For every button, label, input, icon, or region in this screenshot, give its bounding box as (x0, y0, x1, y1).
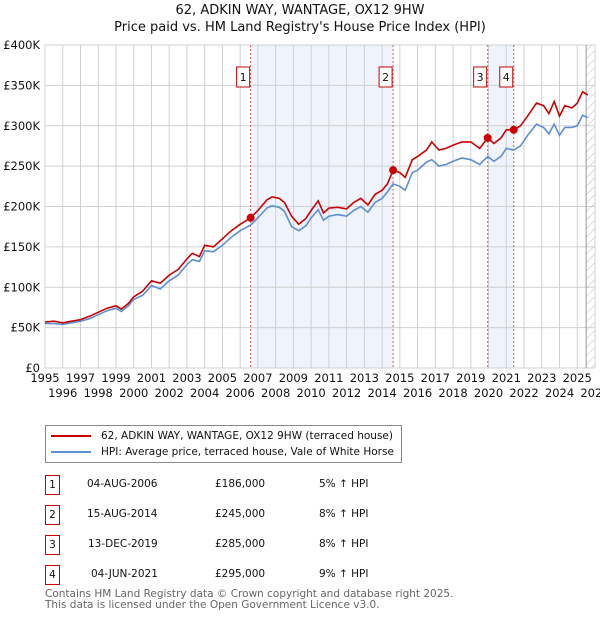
x-tick-label: 2014 (367, 386, 396, 400)
footer: Contains HM Land Registry data © Crown c… (45, 589, 453, 611)
sale-point (509, 125, 518, 134)
x-tick-label: 2017 (421, 371, 450, 385)
sale-label-box (473, 66, 488, 88)
x-tick-label: 2015 (385, 371, 414, 385)
sale-label-box (236, 66, 251, 88)
transaction-price: £285,000 (215, 538, 266, 550)
x-tick-label: 1996 (48, 386, 77, 400)
x-tick-label: 2022 (509, 386, 538, 400)
x-tick-label: 2026 (580, 386, 600, 400)
x-tick-label: 1997 (66, 371, 95, 385)
y-tick-label: £350K (3, 78, 40, 92)
x-tick-label: 2009 (279, 371, 308, 385)
hpi-series-line (45, 114, 589, 326)
legend-label: 62, ADKIN WAY, WANTAGE, OX12 9HW (terrac… (101, 430, 393, 442)
y-tick-label: £100K (3, 280, 40, 294)
sale-point (483, 133, 492, 142)
transaction-price: £186,000 (215, 478, 266, 490)
y-tick-label: £50K (11, 321, 41, 335)
sale-label: 1 (240, 71, 247, 84)
x-tick-label: 2010 (296, 386, 325, 400)
x-tick-label: 2003 (172, 371, 201, 385)
y-tick-label: £200K (3, 200, 40, 214)
x-tick-label: 1995 (30, 371, 59, 385)
y-tick-label: £300K (3, 119, 40, 133)
x-tick-label: 2002 (155, 386, 184, 400)
x-tick-label: 2020 (474, 386, 503, 400)
legend-item-property: 62, ADKIN WAY, WANTAGE, OX12 9HW (terrac… (51, 428, 393, 444)
transaction-date: 15-AUG-2014 (87, 508, 158, 520)
footer-licence: This data is licensed under the Open Gov… (45, 599, 380, 611)
transaction-date: 04-AUG-2006 (87, 478, 158, 490)
sale-label-box (378, 66, 393, 88)
chart-subtitle: Price paid vs. HM Land Registry's House … (114, 20, 486, 35)
transaction-number: 1 (45, 475, 60, 495)
x-tick-label: 2021 (492, 371, 521, 385)
x-tick-label: 2025 (563, 371, 592, 385)
x-tick-label: 2019 (456, 371, 485, 385)
transaction-date: 13-DEC-2019 (88, 538, 158, 550)
chart-title: 62, ADKIN WAY, WANTAGE, OX12 9HW (175, 3, 425, 18)
x-tick-label: 2007 (243, 371, 272, 385)
x-tick-label: 2023 (527, 371, 556, 385)
sale-label: 2 (382, 71, 389, 84)
transaction-row: 3 13-DEC-2019 £285,000 8% ↑ HPI (45, 535, 445, 555)
legend: 62, ADKIN WAY, WANTAGE, OX12 9HW (terrac… (45, 425, 402, 463)
transaction-row: 4 04-JUN-2021 £295,000 9% ↑ HPI (45, 565, 445, 585)
x-tick-label: 2013 (350, 371, 379, 385)
x-tick-label: 2000 (119, 386, 148, 400)
transaction-price: £245,000 (215, 508, 266, 520)
legend-swatch-blue (51, 451, 91, 453)
x-tick-label: 2001 (137, 371, 166, 385)
legend-item-hpi: HPI: Average price, terraced house, Vale… (51, 444, 394, 460)
x-tick-label: 2016 (403, 386, 432, 400)
x-tick-label: 1998 (84, 386, 113, 400)
transaction-date: 04-JUN-2021 (91, 568, 158, 580)
x-tick-label: 2024 (545, 386, 574, 400)
x-tick-label: 2012 (332, 386, 361, 400)
y-tick-label: £250K (3, 159, 40, 173)
x-tick-label: 2005 (208, 371, 237, 385)
sale-label: 3 (477, 71, 484, 84)
legend-swatch-red (51, 435, 91, 437)
sale-label-box (499, 66, 514, 88)
transaction-hpi: 8% ↑ HPI (319, 538, 369, 550)
price-chart: 1995199619971998199920002001200220032004… (3, 38, 600, 400)
transaction-number: 4 (45, 565, 60, 585)
x-tick-label: 2011 (314, 371, 343, 385)
y-tick-label: £400K (3, 38, 40, 52)
sale-label: 4 (503, 71, 510, 84)
legend-label: HPI: Average price, terraced house, Vale… (101, 446, 394, 458)
transaction-number: 2 (45, 505, 60, 525)
transaction-row: 1 04-AUG-2006 £186,000 5% ↑ HPI (45, 475, 445, 495)
x-tick-label: 2018 (438, 386, 467, 400)
transaction-row: 2 15-AUG-2014 £245,000 8% ↑ HPI (45, 505, 445, 525)
x-tick-label: 2008 (261, 386, 290, 400)
y-tick-label: £150K (3, 240, 40, 254)
sale-point (246, 213, 255, 222)
transaction-price: £295,000 (215, 568, 266, 580)
x-tick-label: 2006 (226, 386, 255, 400)
y-tick-label: £0 (25, 361, 40, 375)
footer-copyright: Contains HM Land Registry data © Crown c… (45, 588, 454, 600)
transaction-hpi: 5% ↑ HPI (319, 478, 369, 490)
transaction-hpi: 9% ↑ HPI (319, 568, 369, 580)
transaction-number: 3 (45, 535, 60, 555)
transaction-hpi: 8% ↑ HPI (319, 508, 369, 520)
x-tick-label: 2004 (190, 386, 219, 400)
x-tick-label: 1999 (101, 371, 130, 385)
sale-point (389, 166, 398, 175)
